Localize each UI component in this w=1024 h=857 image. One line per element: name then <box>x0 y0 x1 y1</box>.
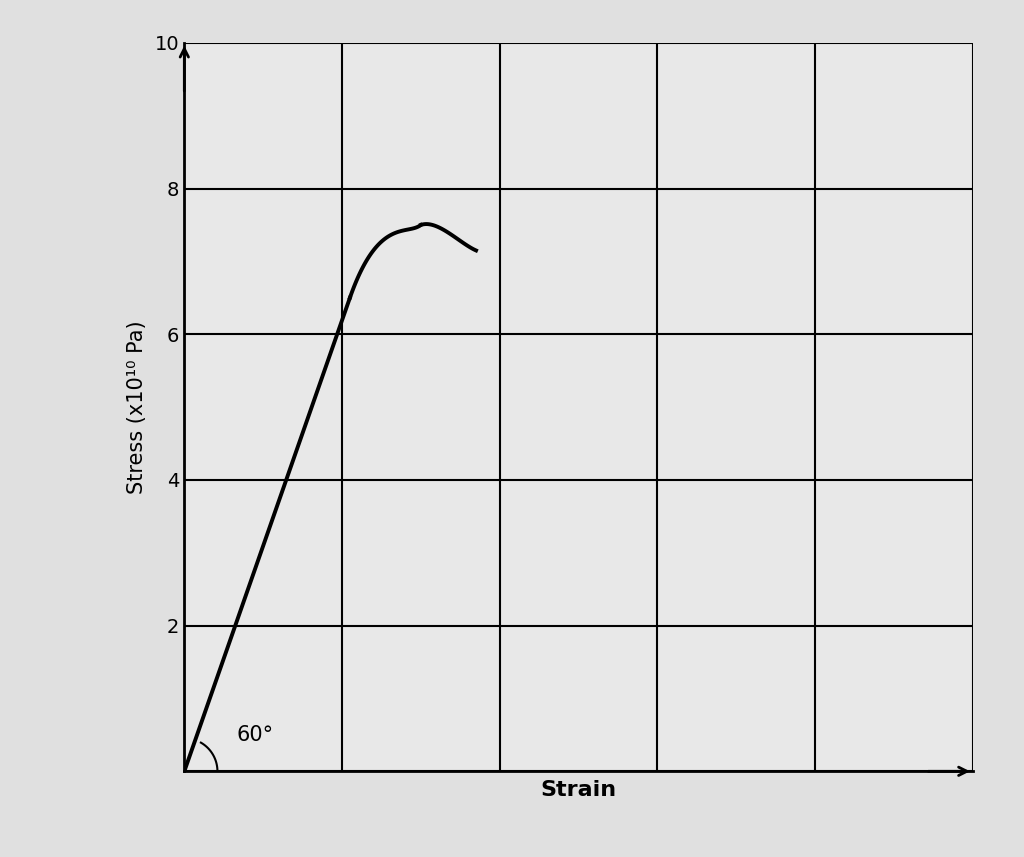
Y-axis label: Stress (x10¹⁰ Pa): Stress (x10¹⁰ Pa) <box>127 321 146 494</box>
X-axis label: Strain: Strain <box>541 780 616 800</box>
Text: 60°: 60° <box>237 725 273 745</box>
